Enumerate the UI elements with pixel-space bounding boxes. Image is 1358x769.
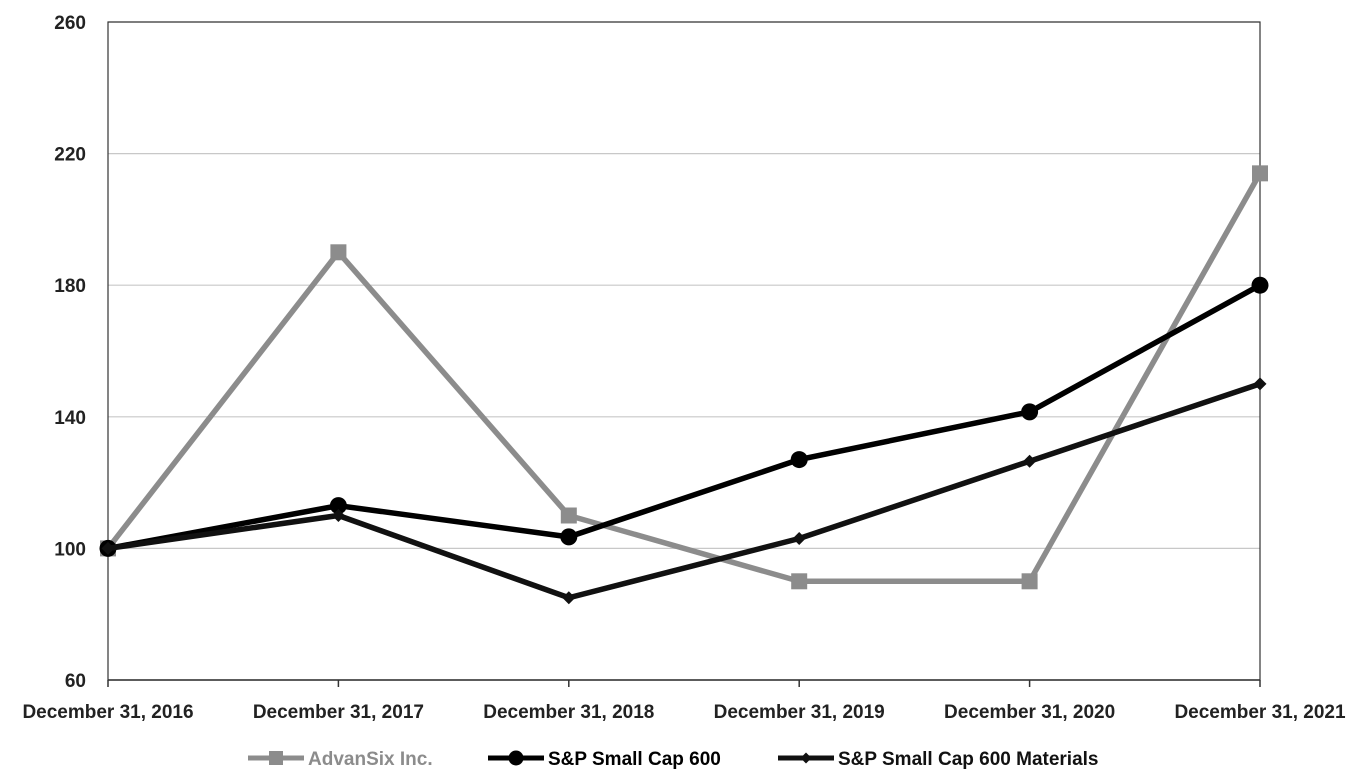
- y-tick-label: 180: [54, 276, 86, 297]
- data-point: [1021, 573, 1038, 590]
- series-1: [99, 276, 1269, 557]
- x-tick-label: December 31, 2016: [22, 702, 193, 723]
- series-2: [101, 377, 1267, 605]
- legend: AdvanSix Inc. S&P Small Cap 600 S&P Small …: [248, 749, 1099, 769]
- x-tick-label: December 31, 2020: [944, 702, 1115, 723]
- y-tick-label: 140: [54, 408, 86, 429]
- data-point: [1253, 377, 1267, 391]
- legend-label: AdvanSix Inc.: [308, 749, 433, 769]
- plot-frame: [107, 21, 1261, 681]
- data-point: [562, 591, 576, 605]
- x-axis-ticks: December 31, 2016 December 31, 2017 Decemb…: [22, 679, 1346, 723]
- x-tick-label: December 31, 2019: [714, 702, 885, 723]
- data-point: [1252, 165, 1268, 182]
- data-point: [1251, 276, 1269, 294]
- data-point: [329, 497, 347, 515]
- data-point: [331, 509, 345, 522]
- y-tick-label: 60: [65, 671, 86, 692]
- legend-swatch-marker: [269, 751, 283, 765]
- grid-lines: [108, 21, 1260, 550]
- series-line: [105, 171, 1263, 585]
- x-tick-label: December 31, 2021: [1174, 702, 1346, 723]
- data-point: [560, 528, 578, 546]
- y-tick-label: 100: [54, 539, 86, 560]
- data-point: [101, 541, 115, 555]
- series-line: [107, 381, 1261, 601]
- legend-item-1: S&P Small Cap 600: [488, 749, 721, 769]
- data-point: [791, 573, 808, 590]
- data-point: [1021, 403, 1039, 421]
- legend-swatch-marker: [508, 750, 524, 766]
- data-point: [1023, 454, 1037, 468]
- y-tick-label: 260: [54, 13, 86, 34]
- legend-label: S&P Small Cap 600: [548, 749, 721, 769]
- data-point: [792, 532, 806, 546]
- x-tick-label: December 31, 2017: [253, 702, 424, 723]
- legend-swatch-marker: [800, 752, 812, 764]
- y-axis-ticks: 60 100 140 180 220 260: [54, 13, 86, 692]
- legend-item-0: AdvanSix Inc.: [248, 749, 433, 769]
- x-tick-label: December 31, 2018: [483, 702, 654, 723]
- legend-item-2: S&P Small Cap 600 Materials: [778, 749, 1099, 769]
- data-point: [790, 451, 808, 469]
- data-point: [330, 244, 347, 261]
- legend-label: S&P Small Cap 600 Materials: [838, 749, 1099, 769]
- series-layer: [99, 165, 1269, 605]
- data-point: [560, 507, 577, 524]
- series-line: [107, 282, 1262, 552]
- y-tick-label: 220: [54, 145, 86, 166]
